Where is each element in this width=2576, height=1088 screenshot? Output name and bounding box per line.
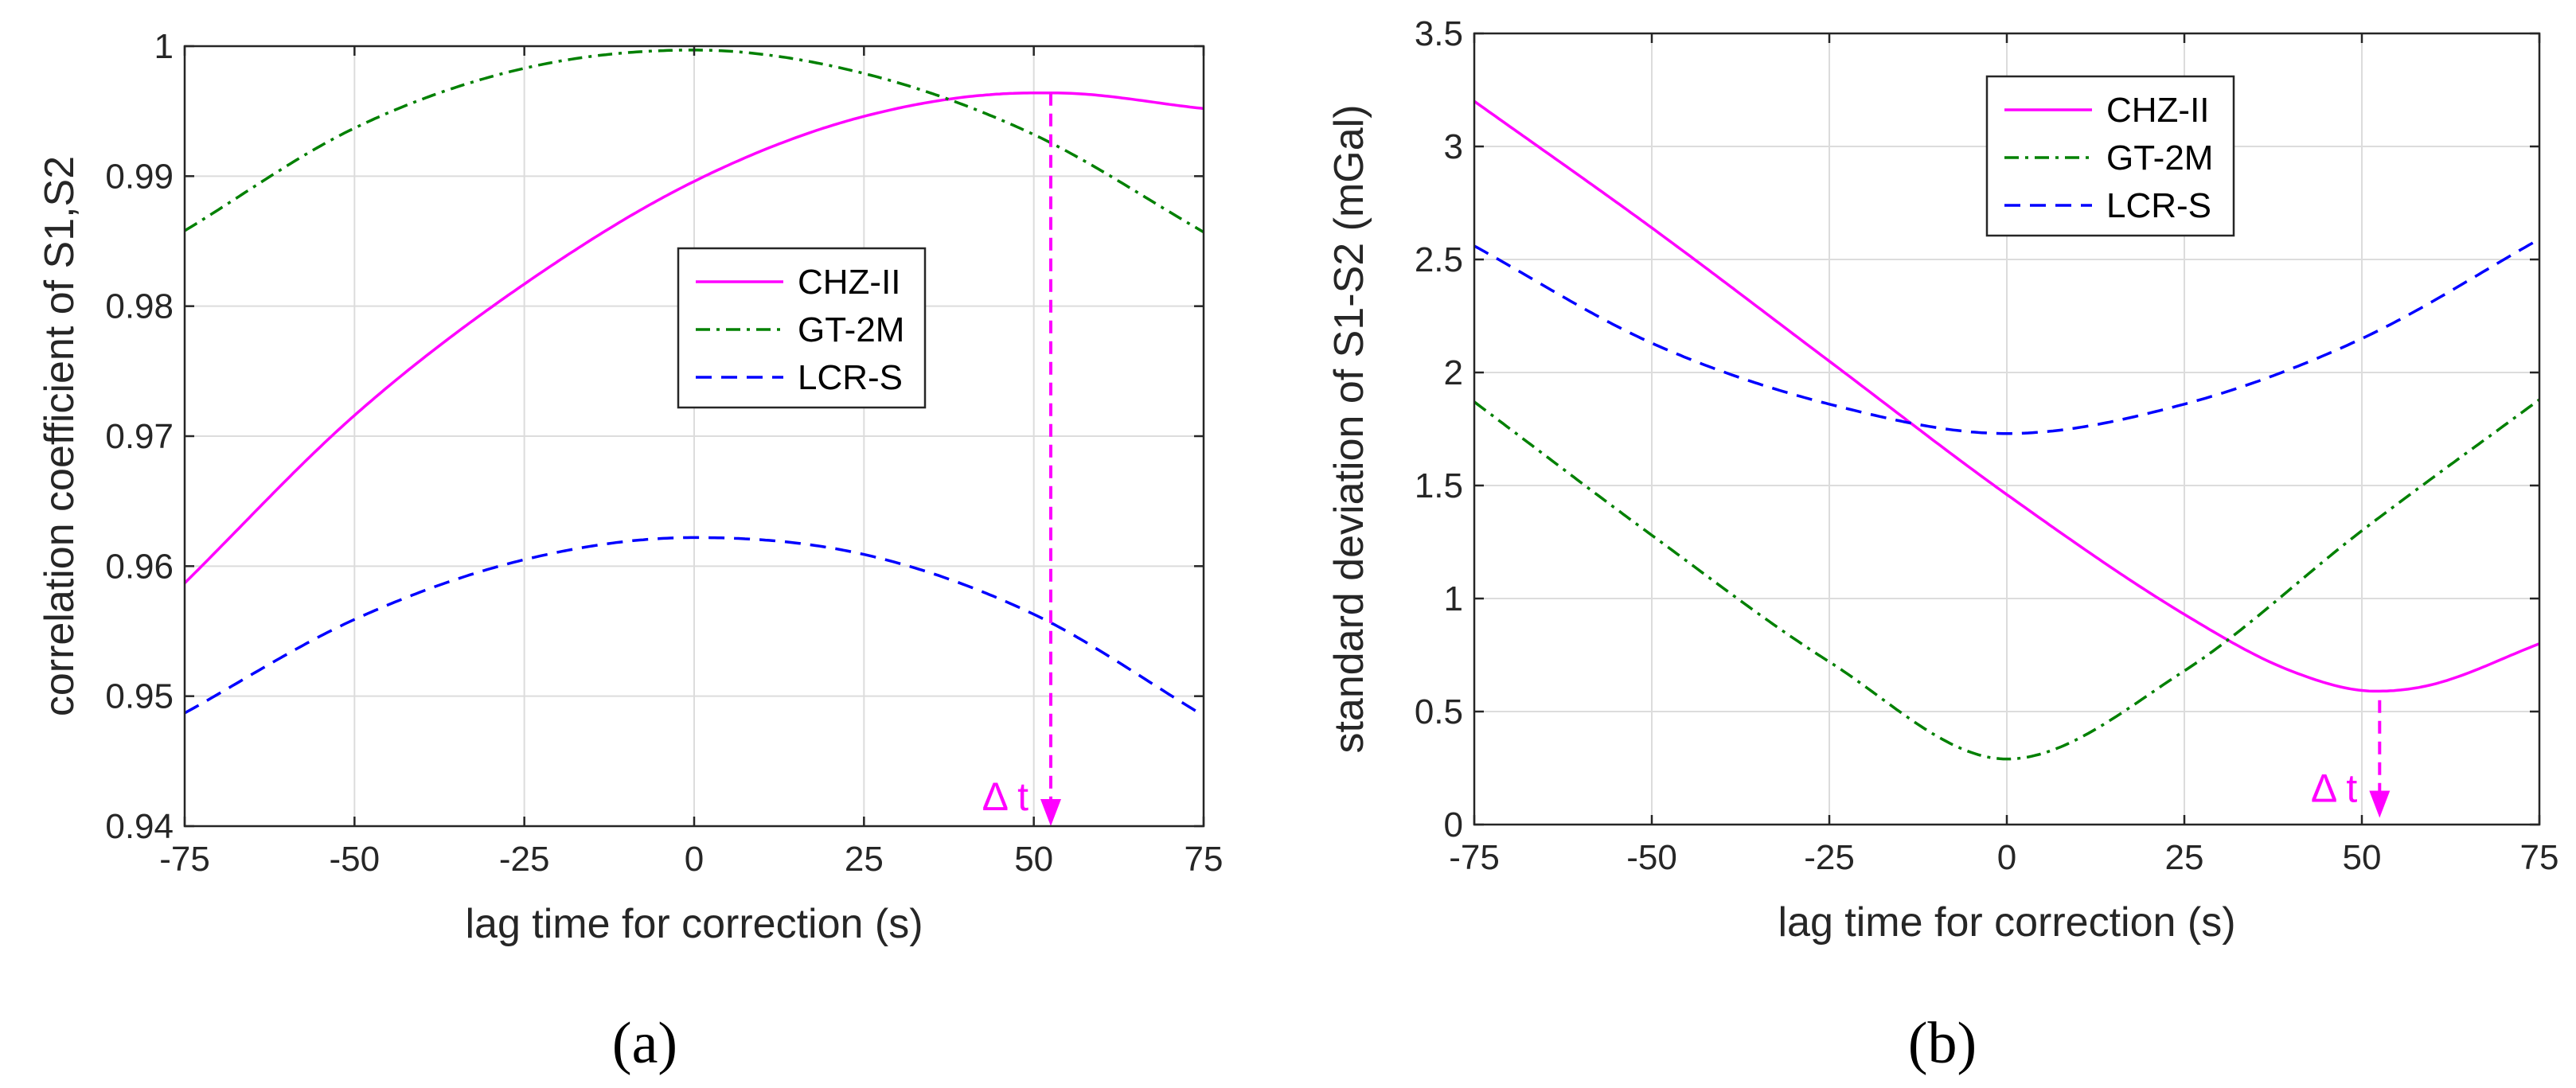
y-tick-label: 3 [1444,127,1463,166]
series-line-chz-ii [183,92,1204,584]
legend-label: LCR-S [2106,186,2211,225]
chart-panel-a: Δ t -75 -50 -25 0 25 50 75 0.94 0.95 0.96 0.97 0.98 0… [37,27,1223,947]
x-tick-label: 25 [845,840,884,879]
x-tick-label: 75 [2520,838,2559,877]
series-line-gt-2m [1473,398,2541,761]
legend-label: GT-2M [2106,138,2213,177]
series-line-lcr-s [184,536,1204,717]
y-tick-label: 0.94 [105,807,174,846]
x-tick-label: -50 [1626,838,1677,877]
series-line-lcr-s [1473,237,2540,435]
x-tick-label: 25 [2165,838,2204,877]
legend-label: CHZ-II [2106,91,2210,130]
y-tick-label: 3.5 [1415,14,1463,53]
x-tick-label: 0 [1997,838,2016,877]
x-tick-label: 0 [685,840,704,879]
x-tick-label: -25 [1804,838,1855,877]
y-tick-label: 0.5 [1415,692,1463,731]
legend-label: CHZ-II [798,263,901,302]
y-axis-label: correlation coefficient of S1,S2 [37,156,83,716]
y-tick-label: 1 [1444,579,1463,618]
legend-box [677,247,927,409]
delta-t-label: Δ t [2311,766,2358,810]
y-tick-label: 2 [1444,353,1463,392]
legend: CHZ-II GT-2M LCR-S [677,247,927,409]
y-tick-label: 1 [154,27,174,66]
legend: CHZ-II GT-2M LCR-S [1985,75,2235,237]
legend-box [1985,75,2235,237]
legend-label: LCR-S [798,358,903,397]
chart-panel-b: Δ t -75 -50 -25 0 25 50 75 0 0.5 1 1.5 2 2.5 3 3.5 lag t… [1326,14,2558,946]
x-axis-label: lag time for correction (s) [1778,899,2235,946]
x-tick-label: 75 [1185,840,1224,879]
x-tick-label: -75 [159,840,210,879]
x-tick-label: -75 [1449,838,1500,877]
series-line-chz-ii [1473,99,2540,693]
panel-b-label: (b) [1908,1011,1977,1076]
y-tick-label: 0.98 [105,287,174,326]
x-tick-label: -50 [330,840,381,879]
y-axis-label: standard deviation of S1-S2 (mGal) [1326,104,1372,753]
delta-t-label: Δ t [982,774,1029,819]
y-tick-label: 0.95 [105,677,174,716]
delta-t-arrowhead [2369,790,2391,818]
x-tick-label: 50 [1014,840,1053,879]
x-axis-label: lag time for correction (s) [465,901,923,947]
x-tick-label: -25 [499,840,550,879]
y-tick-label: 0 [1444,805,1463,844]
y-tick-label: 1.5 [1415,466,1463,505]
x-tick-label: 50 [2343,838,2382,877]
legend-label: GT-2M [798,310,904,349]
y-tick-label: 0.96 [105,547,174,586]
panel-a-label: (a) [612,1011,677,1076]
y-tick-label: 2.5 [1415,240,1463,279]
y-tick-label: 0.97 [105,417,174,456]
y-tick-label: 0.99 [105,157,174,196]
delta-t-arrowhead [1040,799,1061,826]
